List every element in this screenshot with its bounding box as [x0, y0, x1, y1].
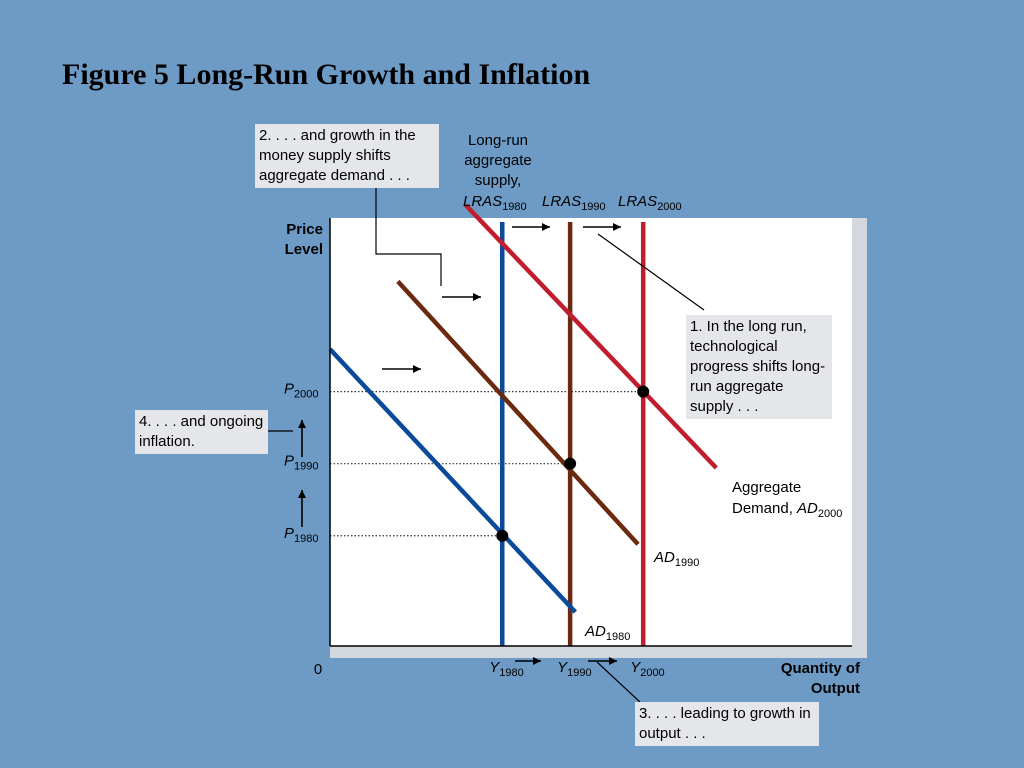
- output-shift-arrow: [515, 657, 541, 665]
- guide-lines: [330, 391, 644, 537]
- ad-line-1990: [396, 279, 640, 546]
- lras-label-1980: LRAS1980: [463, 193, 527, 213]
- ad-shift-arrow: [382, 365, 421, 373]
- origin-label: 0: [314, 661, 322, 678]
- series-lines: [328, 203, 718, 646]
- output-shift-arrow: [588, 657, 617, 665]
- callout-leaders: [268, 186, 705, 703]
- lras-shift-arrow: [512, 223, 550, 231]
- ad-label-1990: AD1990: [653, 549, 699, 569]
- price-tick-1990: P1990: [284, 453, 319, 473]
- price-tick-2000: P2000: [284, 381, 319, 401]
- callout-ongoing-inflation: 4. . . . and ongoing inflation.: [135, 410, 268, 454]
- lras-label-1990: LRAS1990: [542, 193, 606, 213]
- callout-money-supply: 2. . . . and growth in the money supply …: [255, 124, 439, 188]
- price-tick-1980: P1980: [284, 525, 319, 545]
- lras-label-2000: LRAS2000: [618, 193, 682, 213]
- lras-heading: Long-run aggregate supply,: [464, 132, 532, 189]
- price-rise-arrow: [298, 420, 306, 457]
- output-tick-2000: Y2000: [630, 659, 665, 679]
- ad-label-2000-prefix: Aggregate: [732, 479, 801, 496]
- technology-callout-leader: [597, 233, 705, 311]
- money-callout-leader: [375, 186, 442, 286]
- callout-technological-progress: 1. In the long run, technological progre…: [686, 315, 832, 419]
- equilibrium-point: [496, 529, 509, 542]
- slide-title: Figure 5 Long-Run Growth and Inflation: [62, 58, 591, 91]
- y-axis-label: Price Level: [285, 221, 323, 258]
- equilibrium-point: [637, 385, 650, 398]
- ad-label-1980: AD1980: [584, 623, 630, 643]
- equilibrium-points: [496, 385, 650, 542]
- ad-shift-arrow: [442, 293, 481, 301]
- output-tick-1980: Y1980: [489, 659, 524, 679]
- chart-labels: Price Level Quantity of Output 0 P1980 P1990 P2…: [284, 132, 861, 697]
- lras-shift-arrow: [583, 223, 621, 231]
- output-callout-leader: [596, 661, 641, 703]
- callout-output-growth: 3. . . . leading to growth in output . .…: [635, 702, 819, 746]
- equilibrium-point: [564, 457, 577, 470]
- shift-arrows: [298, 223, 621, 665]
- price-rise-arrow: [298, 490, 306, 527]
- plot-background: [330, 218, 867, 658]
- output-tick-1990: Y1990: [557, 659, 592, 679]
- plot-area: [330, 218, 852, 646]
- ad-line-1980: [328, 347, 577, 614]
- ad-label-2000: Demand, AD2000: [732, 500, 842, 520]
- ad-line-2000: [464, 203, 718, 470]
- x-axis-label: Quantity of Output: [781, 660, 861, 697]
- axes: [329, 218, 852, 647]
